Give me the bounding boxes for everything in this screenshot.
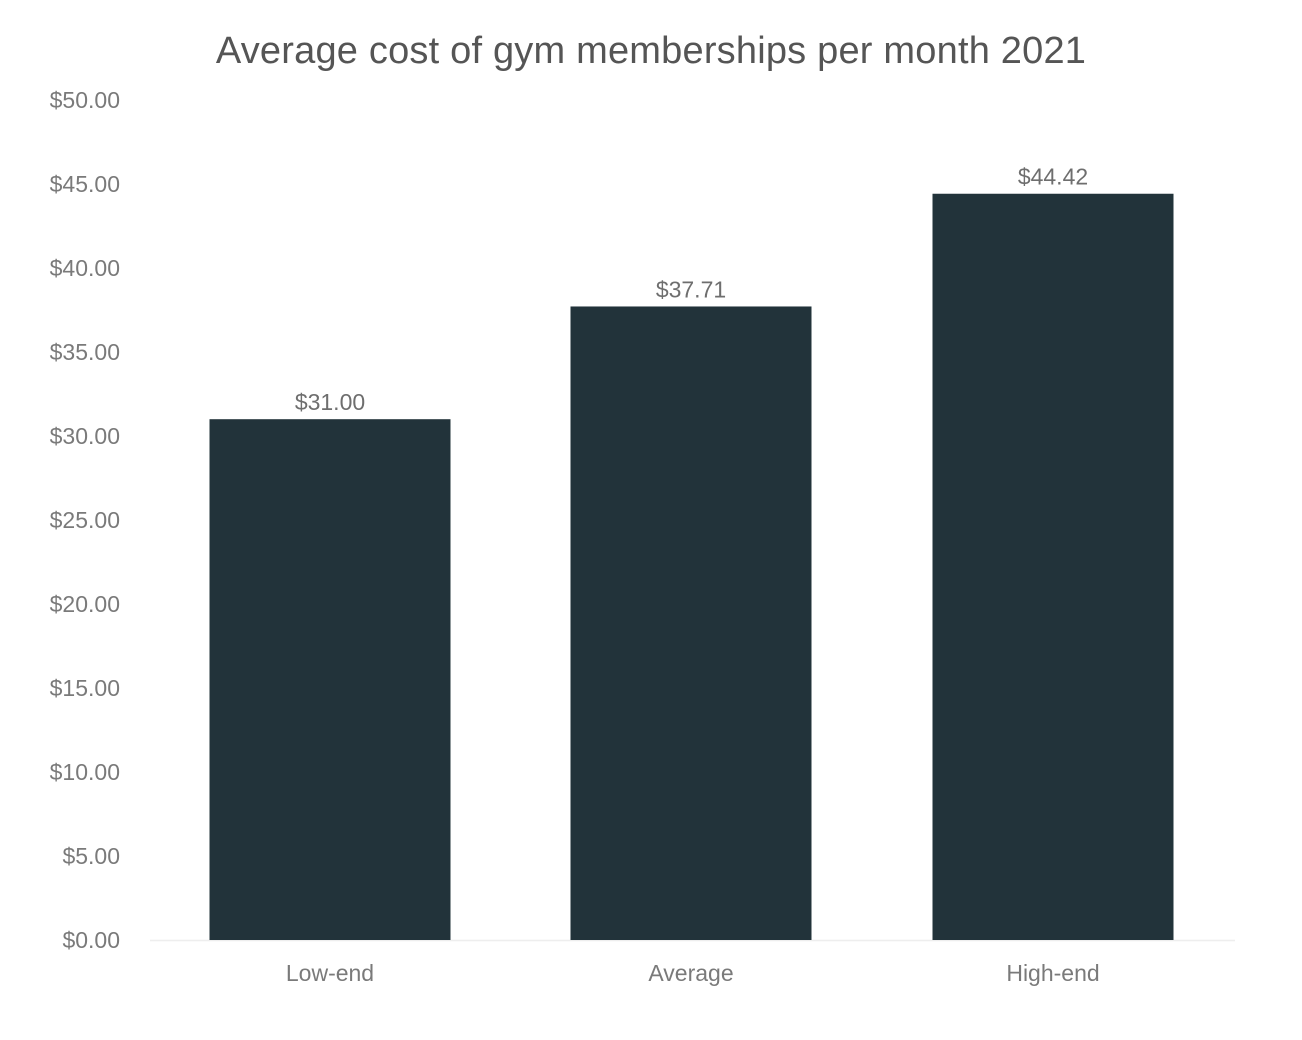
y-tick-label: $50.00: [50, 87, 120, 113]
x-tick-label: Low-end: [286, 960, 374, 986]
bars: $31.00 $37.71 $44.42: [209, 164, 1174, 940]
bar-average: [570, 306, 812, 940]
y-tick-label: $45.00: [50, 171, 120, 197]
chart-title: Average cost of gym memberships per mont…: [215, 30, 1087, 72]
y-tick-label: $15.00: [50, 675, 120, 701]
bar-low-end: [209, 419, 451, 940]
bar-high-end: [932, 193, 1174, 940]
y-tick-label: $40.00: [50, 255, 120, 281]
y-axis: $0.00 $5.00 $10.00 $15.00 $20.00 $25.00 $30.00…: [50, 87, 1235, 953]
x-axis: Low-end Average High-end: [286, 960, 1100, 986]
bar-value-label: $37.71: [656, 276, 726, 302]
y-tick-label: $10.00: [50, 759, 120, 785]
bar-value-label: $44.42: [1018, 164, 1088, 190]
y-tick-label: $35.00: [50, 339, 120, 365]
y-tick-label: $0.00: [62, 927, 120, 953]
x-tick-label: High-end: [1006, 960, 1099, 986]
y-tick-label: $20.00: [50, 591, 120, 617]
y-tick-label: $25.00: [50, 507, 120, 533]
x-tick-label: Average: [648, 960, 733, 986]
y-tick-label: $30.00: [50, 423, 120, 449]
y-tick-label: $5.00: [62, 843, 120, 869]
bar-value-label: $31.00: [295, 389, 365, 415]
